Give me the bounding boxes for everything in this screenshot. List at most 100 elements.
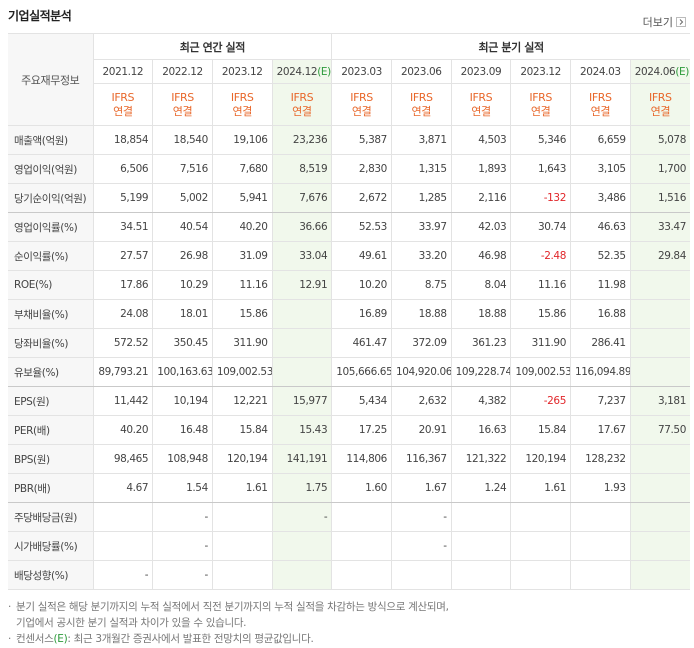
value-cell	[211, 502, 273, 532]
value-cell: 17.67	[570, 415, 631, 445]
value-cell: 8.04	[450, 270, 512, 300]
value-cell: 16.63	[450, 415, 512, 445]
value-cell: 572.52	[92, 328, 154, 358]
value-cell: 10,194	[152, 386, 213, 416]
period-header: 2023.03	[331, 59, 392, 84]
value-cell	[570, 502, 631, 532]
value-cell	[629, 299, 690, 329]
period: 2023.09	[460, 65, 502, 78]
note-part: (E)	[53, 633, 68, 645]
value-cell: 105,666.65	[331, 357, 392, 387]
value-cell: 1.61	[211, 473, 273, 503]
row-label: 유보율(%)	[8, 357, 94, 387]
corner-header: 주요재무정보	[8, 33, 94, 126]
estimate-mark: (E)	[675, 65, 689, 78]
data-row: 매출액(억원) 18,854 18,540 19,106 23,236 5,387 3,87…	[8, 125, 690, 155]
value-cell: 49.61	[331, 241, 392, 271]
value-cell: 114,806	[331, 444, 392, 474]
row-label: 시가배당률(%)	[8, 531, 94, 561]
value-cell: 18,854	[92, 125, 154, 155]
value-cell	[510, 531, 571, 561]
more-icon[interactable]	[676, 17, 686, 27]
basis: 연결	[530, 104, 551, 118]
value-cell: 3,105	[570, 154, 631, 184]
value-cell: 7,676	[271, 183, 333, 213]
standard-header: IFRS 연결	[450, 83, 512, 126]
standard: IFRS	[409, 90, 433, 104]
value-cell: 98,465	[92, 444, 154, 474]
value-cell: 19,106	[211, 125, 273, 155]
period: 2023.03	[341, 65, 382, 78]
row-label: 주당배당금(원)	[8, 502, 94, 532]
value-cell: -	[92, 560, 154, 590]
standard: IFRS	[589, 90, 612, 104]
row-label: 영업이익(억원)	[8, 154, 94, 184]
value-cell: 5,346	[510, 125, 571, 155]
value-cell: 18.01	[152, 299, 213, 329]
row-label: 매출액(억원)	[8, 125, 94, 155]
value-cell: 12.91	[271, 270, 333, 300]
basis: 연결	[471, 104, 491, 118]
data-row: 시가배당률(%) - -	[8, 531, 690, 561]
period-header: 2024.12(E)	[271, 59, 333, 84]
value-cell: 1.54	[152, 473, 213, 503]
row-label: 부채비율(%)	[8, 299, 94, 329]
note-part: : 최근 3개월간 증권사에서 발표한 전망치의 평균값입니다.	[67, 633, 314, 645]
data-row: ROE(%) 17.86 10.29 11.16 12.91 10.20 8.75 8.04 1…	[8, 270, 690, 300]
row-label: PBR(배)	[8, 473, 94, 503]
value-cell	[629, 531, 690, 561]
value-cell	[629, 473, 690, 503]
value-cell: 1.93	[570, 473, 631, 503]
standard-header: IFRS 연결	[390, 83, 452, 126]
row-label: 영업이익률(%)	[8, 212, 94, 242]
period-header: 2023.12	[211, 59, 273, 84]
row-label: 배당성향(%)	[8, 560, 94, 590]
value-cell: 5,941	[211, 183, 273, 213]
value-cell	[629, 444, 690, 474]
value-cell: 3,871	[390, 125, 452, 155]
value-cell: 46.63	[570, 212, 631, 242]
value-cell: 4.67	[92, 473, 154, 503]
value-cell: 52.53	[331, 212, 392, 242]
standard-header: IFRS 연결	[510, 83, 571, 126]
value-cell	[271, 299, 333, 329]
period-row: 2021.12 2022.12 2023.12 2024.12(E) 2023.03 20…	[8, 59, 690, 84]
row-label: 당좌비율(%)	[8, 328, 94, 358]
estimate-mark: (E)	[317, 65, 331, 78]
value-cell: 11.98	[570, 270, 631, 300]
more-link[interactable]: 더보기	[643, 14, 686, 30]
value-cell: 1.24	[450, 473, 512, 503]
value-cell: 372.09	[390, 328, 452, 358]
value-cell: 33.04	[271, 241, 333, 271]
value-cell	[331, 502, 392, 532]
row-label: BPS(원)	[8, 444, 94, 474]
data-row: 순이익률(%) 27.57 26.98 31.09 33.04 49.61 33.20 46.…	[8, 241, 690, 271]
value-cell: 120,194	[510, 444, 571, 474]
financial-table: 주요재무정보 최근 연간 실적 최근 분기 실적 2021.12 2022.12 2023…	[8, 33, 690, 590]
data-row: 당기순이익(억원) 5,199 5,002 5,941 7,676 2,672 1,285 2…	[8, 183, 690, 213]
value-cell: -	[390, 531, 452, 561]
basis: 연결	[292, 104, 312, 118]
value-cell: 311.90	[510, 328, 571, 358]
value-cell: 24.08	[92, 299, 154, 329]
value-cell: 109,002.53	[510, 357, 571, 387]
value-cell: 34.51	[92, 212, 154, 242]
period-header: 2024.06(E)	[629, 59, 690, 84]
value-cell: 128,232	[570, 444, 631, 474]
value-cell	[629, 502, 690, 532]
data-row: 유보율(%) 89,793.21 100,163.63 109,002.53 105,6…	[8, 357, 690, 387]
row-label: PER(배)	[8, 415, 94, 445]
value-cell: -2.48	[510, 241, 571, 271]
value-cell: 52.35	[570, 241, 631, 271]
value-cell: 15.84	[211, 415, 273, 445]
value-cell	[390, 560, 452, 590]
value-cell	[450, 502, 512, 532]
more-label[interactable]: 더보기	[642, 16, 673, 29]
data-row: 주당배당금(원) - - -	[8, 502, 690, 532]
value-cell: 4,503	[450, 125, 512, 155]
standard: IFRS	[171, 90, 194, 104]
value-cell: 116,367	[390, 444, 452, 474]
value-cell: 15.86	[510, 299, 571, 329]
value-cell: 26.98	[152, 241, 213, 271]
